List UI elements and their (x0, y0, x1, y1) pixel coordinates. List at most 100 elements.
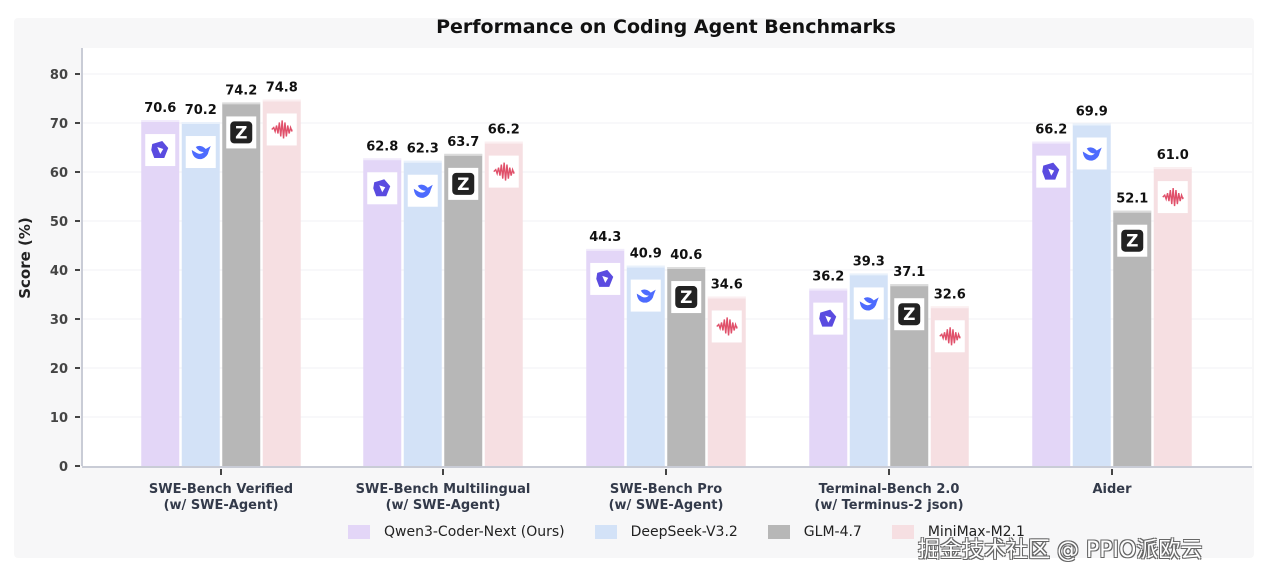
qwen-logo-icon (596, 269, 614, 287)
zhipu-z-icon: Z (452, 172, 475, 195)
bar (1032, 141, 1071, 466)
data-label: 62.3 (407, 142, 439, 157)
data-label: 70.2 (185, 103, 217, 118)
data-label: 39.3 (853, 254, 885, 269)
zhipu-z-icon: Z (1121, 229, 1144, 252)
x-tick-label: SWE-Bench Multilingual (356, 482, 531, 497)
data-label: 52.1 (1116, 192, 1148, 207)
x-tick-label: SWE-Bench Verified (149, 482, 293, 497)
legend-swatch (594, 525, 617, 539)
data-label: 63.7 (447, 135, 479, 150)
zhipu-z-icon: Z (898, 303, 921, 326)
legend-swatch (767, 525, 790, 539)
y-tick-label: 30 (50, 313, 68, 328)
legend-label: MiniMax-M2.1 (927, 524, 1025, 540)
legend-item: DeepSeek-V3.2 (594, 524, 738, 540)
icon-box (1076, 137, 1107, 170)
y-tick-label: 80 (50, 68, 68, 83)
svg-text:Z: Z (680, 288, 692, 308)
bar (1072, 123, 1111, 467)
legend-label: GLM-4.7 (803, 524, 862, 540)
y-tick-label: 10 (50, 411, 68, 426)
watermark: 掘金技术社区 @ PPIO派欧云 (918, 538, 1203, 563)
data-label: 74.2 (225, 83, 257, 98)
y-tick-label: 40 (50, 264, 68, 279)
zhipu-z-icon: Z (675, 286, 698, 309)
chart-title: Performance on Coding Agent Benchmarks (436, 16, 896, 38)
qwen-logo-icon (1042, 162, 1060, 180)
legend-item: GLM-4.7 (767, 524, 862, 540)
data-label: 34.6 (711, 277, 743, 292)
x-tick-label: (w/ SWE-Agent) (609, 498, 724, 513)
y-tick-label: 0 (59, 460, 68, 475)
deepseek-whale-icon (636, 289, 656, 303)
y-tick-label: 20 (50, 362, 68, 377)
icon-box (145, 134, 176, 167)
bar (181, 122, 220, 467)
svg-text:Z: Z (457, 175, 469, 195)
x-tick-label: Terminal-Bench 2.0 (819, 482, 960, 497)
svg-text:Z: Z (1126, 232, 1138, 252)
y-axis-label: Score (%) (16, 217, 34, 299)
data-label: 32.6 (934, 287, 966, 302)
icon-box (630, 279, 661, 312)
minimax-wave-icon (1162, 188, 1184, 207)
legend-item: Qwen3-Coder-Next (Ours) (348, 524, 565, 540)
svg-text:Z: Z (903, 305, 915, 325)
x-tick-label: (w/ SWE-Agent) (386, 498, 501, 513)
minimax-wave-icon (493, 162, 515, 181)
legend-label: DeepSeek-V3.2 (630, 524, 738, 540)
deepseek-whale-icon (413, 184, 433, 198)
legend-label: Qwen3-Coder-Next (Ours) (384, 524, 565, 540)
y-tick-label: 50 (50, 215, 68, 230)
bar (363, 158, 402, 466)
data-label: 66.2 (488, 123, 520, 138)
y-tick-label: 60 (50, 166, 68, 181)
deepseek-whale-icon (191, 145, 211, 160)
bar (141, 120, 180, 466)
icon-box (1036, 155, 1067, 188)
data-label: 66.2 (1035, 123, 1067, 138)
data-label: 74.8 (266, 80, 298, 95)
icon-box (407, 174, 438, 207)
data-label: 40.6 (670, 248, 702, 263)
data-label: 69.9 (1076, 104, 1108, 119)
bar (484, 141, 523, 466)
legend-swatch (348, 525, 370, 539)
data-label: 36.2 (812, 270, 844, 285)
icon-box (853, 287, 884, 320)
bar (1153, 167, 1192, 466)
data-label: 62.8 (366, 139, 398, 154)
legend-item: MiniMax-M2.1 (891, 524, 1025, 540)
icon-box (590, 262, 621, 295)
minimax-wave-icon (271, 120, 293, 139)
icon-box (367, 172, 398, 205)
x-tick-label: Aider (1092, 482, 1132, 497)
qwen-logo-icon (373, 179, 391, 197)
legend: Qwen3-Coder-Next (Ours) DeepSeek-V3.2 GLM-… (348, 524, 1055, 540)
minimax-wave-icon (939, 327, 961, 346)
svg-text:Z: Z (235, 123, 247, 143)
bar (222, 102, 261, 467)
minimax-wave-icon (716, 317, 738, 336)
data-label: 37.1 (893, 265, 925, 280)
data-label: 70.6 (144, 101, 176, 116)
bar (403, 160, 442, 467)
bar (262, 99, 301, 466)
qwen-logo-icon (819, 309, 837, 327)
x-tick-label: SWE-Bench Pro (610, 482, 722, 497)
icon-box (813, 302, 844, 335)
x-tick-label: (w/ Terminus-2 json) (814, 498, 963, 513)
qwen-logo-icon (151, 141, 169, 159)
deepseek-whale-icon (859, 297, 879, 311)
data-label: 61.0 (1157, 148, 1189, 163)
data-label: 44.3 (589, 230, 621, 245)
icon-box (185, 136, 216, 169)
legend-swatch (891, 525, 914, 539)
x-tick-label: (w/ SWE-Agent) (164, 498, 279, 513)
deepseek-whale-icon (1082, 147, 1102, 161)
bar (444, 153, 483, 466)
data-label: 40.9 (630, 247, 662, 262)
y-tick-label: 70 (50, 117, 68, 132)
